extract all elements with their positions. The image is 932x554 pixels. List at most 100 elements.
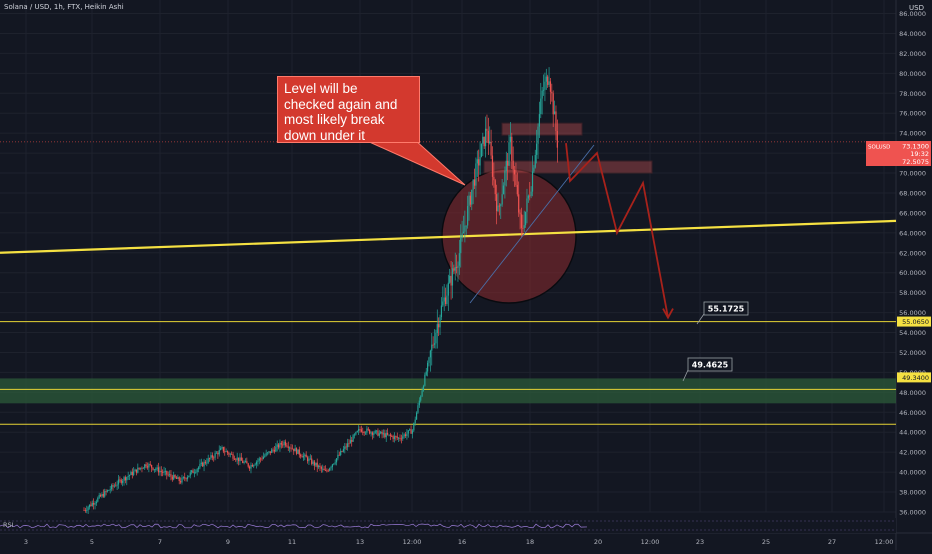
annotation-callout[interactable]: Level will be checked again and most lik… (277, 76, 420, 143)
candle-body (320, 467, 322, 469)
candle-body (451, 268, 454, 286)
price-tick-label: 76.0000 (899, 110, 926, 118)
target-label-55: 55.1725 (708, 305, 745, 314)
candle-body (127, 476, 129, 478)
candle-body (97, 497, 99, 502)
candle-body (335, 458, 338, 463)
candle-body (151, 464, 153, 468)
candle-body (493, 176, 495, 181)
candle-body (360, 429, 362, 432)
candle-body (404, 434, 407, 437)
candle-body (258, 458, 260, 461)
candle-body (490, 141, 492, 156)
candle-body (242, 460, 244, 463)
time-tick-label: 11 (288, 538, 296, 546)
candle-body (353, 434, 356, 436)
candle-body (196, 469, 198, 472)
candle-body (367, 428, 369, 430)
price-tick-label: 66.0000 (899, 209, 926, 217)
candle-body (487, 130, 489, 144)
candle-body (458, 253, 460, 266)
candle-body (425, 371, 427, 375)
candle-body (460, 237, 462, 254)
candle-body (115, 485, 117, 487)
candle-body (410, 429, 412, 434)
candle-body (544, 81, 546, 90)
candle-body (112, 485, 114, 487)
candle-body (244, 461, 247, 463)
candle-body (431, 344, 433, 351)
candle-body (331, 464, 333, 468)
price-tick-label: 60.0000 (899, 269, 926, 277)
candle-body (282, 444, 284, 446)
current-price-tag (866, 141, 931, 166)
candle-body (300, 454, 302, 457)
candle-body (478, 159, 480, 166)
candle-body (233, 458, 236, 460)
candle-body (208, 458, 211, 460)
candle-body (484, 128, 487, 147)
candle-body (120, 479, 122, 483)
candle-body (462, 231, 465, 234)
resistance-zone (501, 122, 583, 136)
candle-body (137, 467, 139, 473)
candle-body (232, 454, 234, 459)
candle-body (337, 454, 339, 459)
candle-body (106, 490, 109, 492)
candle-body (318, 465, 320, 468)
candle-body (422, 385, 425, 391)
candle-body (268, 451, 270, 453)
candle-body (305, 454, 307, 458)
price-tag-countdown: 19:32 (910, 150, 929, 158)
candle-body (344, 446, 346, 450)
candle-body (516, 185, 518, 195)
candle-body (349, 440, 351, 444)
candle-body (126, 477, 128, 481)
candle-body (395, 436, 397, 437)
candle-body (507, 160, 509, 166)
candle-body (467, 206, 469, 226)
candle-body (530, 191, 532, 196)
candle-body (264, 455, 266, 457)
candle-body (393, 436, 396, 439)
candle-body (505, 160, 507, 171)
candle-body (352, 435, 354, 442)
candle-body (134, 469, 136, 472)
price-tick-label: 70.0000 (899, 170, 926, 178)
candle-body (302, 455, 305, 458)
candle-body (329, 468, 331, 471)
candle-body (250, 465, 252, 469)
candle-body (200, 462, 202, 465)
price-tick-label: 42.0000 (899, 449, 926, 457)
candle-body (508, 142, 510, 166)
candle-body (482, 136, 484, 144)
price-tick-label: 58.0000 (899, 289, 926, 297)
candle-body (504, 170, 506, 186)
time-tick-label: 16 (458, 538, 466, 546)
candle-body (527, 195, 529, 199)
candle-body (152, 467, 154, 470)
candle-body (375, 430, 378, 432)
candle-body (197, 467, 200, 470)
candle-body (341, 451, 343, 452)
candle-body (415, 412, 418, 420)
candle-body (155, 469, 157, 471)
candle-body (418, 400, 420, 406)
candle-body (433, 343, 436, 345)
candle-body (145, 464, 147, 467)
price-tag-price: 73.1300 (902, 142, 929, 150)
candle-body (479, 156, 481, 166)
candle-body (324, 470, 327, 471)
candle-body (414, 419, 416, 423)
candle-body (195, 471, 197, 473)
candle-body (371, 432, 374, 435)
time-tick-label: 12:00 (641, 538, 660, 546)
candle-body (413, 422, 415, 431)
candle-body (522, 228, 524, 229)
candle-body (384, 433, 386, 438)
candle-body (486, 128, 488, 131)
price-tick-label: 74.0000 (899, 130, 926, 138)
candle-body (257, 460, 259, 462)
